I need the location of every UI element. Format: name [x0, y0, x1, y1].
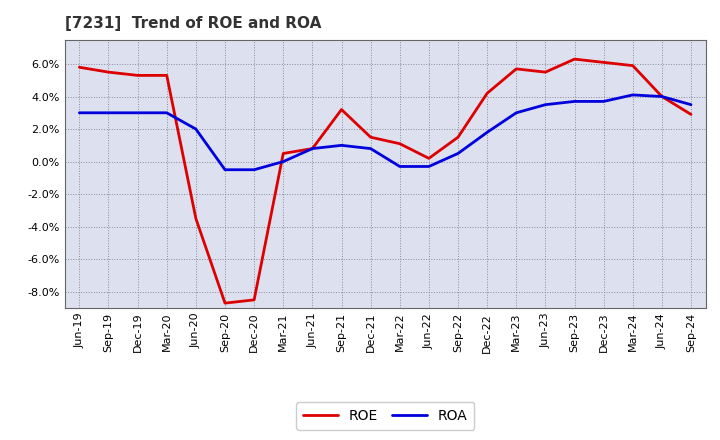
ROE: [687, 112, 696, 117]
ROA: [250, 167, 258, 172]
ROA: [220, 167, 229, 172]
ROE: [279, 151, 287, 156]
ROE: [454, 135, 462, 140]
ROE: [75, 65, 84, 70]
ROA: [104, 110, 113, 115]
ROA: [541, 102, 550, 107]
ROE: [192, 216, 200, 221]
ROE: [337, 107, 346, 112]
ROE: [366, 135, 375, 140]
ROA: [657, 94, 666, 99]
ROA: [366, 146, 375, 151]
ROE: [104, 70, 113, 75]
ROE: [250, 297, 258, 303]
ROE: [220, 301, 229, 306]
ROA: [570, 99, 579, 104]
ROA: [629, 92, 637, 98]
ROA: [75, 110, 84, 115]
ROE: [657, 94, 666, 99]
Legend: ROE, ROA: ROE, ROA: [296, 402, 474, 430]
ROE: [308, 146, 317, 151]
Line: ROE: ROE: [79, 59, 691, 303]
ROA: [512, 110, 521, 115]
ROA: [483, 130, 492, 135]
ROE: [163, 73, 171, 78]
ROE: [599, 60, 608, 65]
ROE: [483, 91, 492, 96]
ROA: [163, 110, 171, 115]
ROA: [192, 126, 200, 132]
ROA: [599, 99, 608, 104]
ROA: [279, 159, 287, 164]
ROA: [454, 151, 462, 156]
ROE: [570, 56, 579, 62]
ROE: [512, 66, 521, 72]
ROE: [425, 156, 433, 161]
ROA: [308, 146, 317, 151]
ROE: [395, 141, 404, 147]
ROE: [541, 70, 550, 75]
ROE: [133, 73, 142, 78]
ROA: [687, 102, 696, 107]
ROA: [133, 110, 142, 115]
Text: [7231]  Trend of ROE and ROA: [7231] Trend of ROE and ROA: [65, 16, 321, 32]
ROA: [425, 164, 433, 169]
Line: ROA: ROA: [79, 95, 691, 170]
ROE: [629, 63, 637, 68]
ROA: [337, 143, 346, 148]
ROA: [395, 164, 404, 169]
